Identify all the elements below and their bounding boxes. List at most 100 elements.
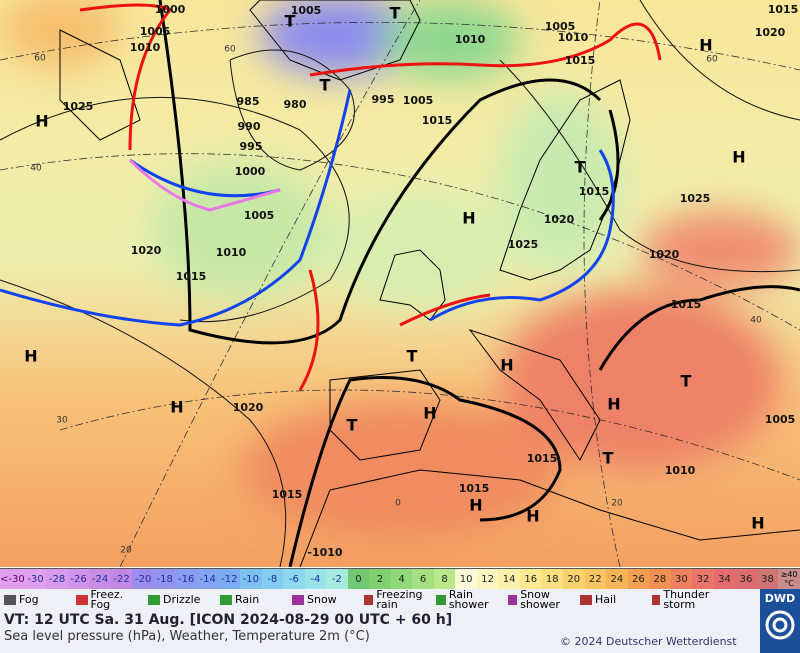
pressure-center: H bbox=[699, 36, 712, 55]
isobar-label: 1020 bbox=[649, 248, 680, 261]
isobar-label: 1015 bbox=[768, 3, 799, 16]
footer: VT: 12 UTC Sa. 31 Aug. [ICON 2024-08-29 … bbox=[0, 611, 760, 653]
isobar-label: 990 bbox=[238, 120, 261, 133]
scale-high: ≥40 °C bbox=[778, 569, 800, 589]
scale-cell: -24 bbox=[89, 569, 111, 589]
scale-cell: 36 bbox=[735, 569, 757, 589]
legend-icon bbox=[436, 595, 446, 605]
legend-label: Hail bbox=[595, 593, 617, 606]
copyright: © 2024 Deutscher Wetterdienst bbox=[560, 635, 737, 648]
isobar-label: 1015 bbox=[176, 270, 207, 283]
scale-cell: -26 bbox=[67, 569, 90, 589]
legend-icon bbox=[76, 595, 88, 605]
legend-item: Freez. Fog bbox=[72, 589, 144, 611]
isobar-label: 1020 bbox=[755, 26, 786, 39]
isobar-label: 1010 bbox=[455, 33, 486, 46]
scale-cell: -20 bbox=[132, 569, 154, 589]
scale-low: <-30 bbox=[0, 569, 25, 589]
pressure-center: T bbox=[285, 12, 296, 31]
isobar-label: 1015 bbox=[579, 185, 610, 198]
scale-cell: -18 bbox=[153, 569, 176, 589]
legend-item: Snow bbox=[288, 589, 360, 611]
legend-item: Thunder storm bbox=[648, 589, 720, 611]
scale-cell: -12 bbox=[218, 569, 241, 589]
isobar-label: 1015 bbox=[527, 452, 558, 465]
scale-cell: 26 bbox=[627, 569, 650, 589]
pressure-center: H bbox=[500, 356, 513, 375]
legend-item: Snow shower bbox=[504, 589, 576, 611]
isobar-label: 1015 bbox=[671, 298, 702, 311]
legend-icon bbox=[652, 595, 661, 605]
description: Sea level pressure (hPa), Weather, Tempe… bbox=[4, 629, 370, 644]
legend-icon bbox=[292, 595, 304, 605]
grid-label: 60 bbox=[706, 55, 718, 65]
scale-cell: -30 bbox=[24, 569, 47, 589]
legend-label: Freezing rain bbox=[376, 588, 423, 611]
isobar-label: 1010 bbox=[130, 41, 161, 54]
isobar-label: 995 bbox=[372, 93, 395, 106]
scale-cell: 16 bbox=[519, 569, 542, 589]
pressure-center: H bbox=[526, 507, 539, 526]
scale-cell: 22 bbox=[584, 569, 607, 589]
scale-cell: 32 bbox=[692, 569, 714, 589]
pressure-center: T bbox=[347, 416, 358, 435]
legend-label: Snow bbox=[307, 593, 337, 606]
isobar-label: 1005 bbox=[291, 4, 322, 17]
grid-label: 60 bbox=[224, 45, 236, 55]
legend-icon bbox=[508, 595, 518, 605]
legend-label: Thunder storm bbox=[663, 588, 710, 611]
isobar-label: 1000 bbox=[235, 165, 266, 178]
pressure-center: H bbox=[24, 347, 37, 366]
legend-label: Freez. Fog bbox=[90, 588, 124, 611]
logo: DWD bbox=[760, 589, 800, 653]
isobar-label: 1010 bbox=[216, 246, 247, 259]
pressure-center: T bbox=[390, 4, 401, 23]
scale-cell: -8 bbox=[261, 569, 284, 589]
grid-label: 20 bbox=[611, 499, 623, 509]
isobar-label: 995 bbox=[240, 140, 263, 153]
legend-icon bbox=[220, 595, 232, 605]
scale-cell: 14 bbox=[498, 569, 520, 589]
pressure-center: T bbox=[681, 372, 692, 391]
isobar-label: 1015 bbox=[422, 114, 453, 127]
scale-cell: -2 bbox=[326, 569, 348, 589]
scale-cell: -10 bbox=[240, 569, 262, 589]
isobar-label: 1020 bbox=[233, 401, 264, 414]
isobar-label: 1025 bbox=[680, 192, 711, 205]
scale-cell: 10 bbox=[455, 569, 477, 589]
legend-icon bbox=[148, 595, 160, 605]
temperature-scale: <-30 -30 -28 -26 -24 -22 -20 -18 -16 -14 -12 -10 -8-… bbox=[0, 568, 800, 590]
pressure-center: H bbox=[751, 514, 764, 533]
isobar-label: 1015 bbox=[565, 54, 596, 67]
scale-cell: 24 bbox=[606, 569, 628, 589]
scale-cell: 0 bbox=[347, 569, 370, 589]
isobar-label: 1020 bbox=[544, 213, 575, 226]
valid-time: VT: 12 UTC Sa. 31 Aug. [ICON 2024-08-29 … bbox=[4, 612, 453, 628]
weather-map: 1000100510101025100510101005101010151015… bbox=[0, 0, 800, 567]
pressure-center: H bbox=[732, 148, 745, 167]
isobar-label: 1005 bbox=[244, 209, 275, 222]
grid-label: 0 bbox=[395, 499, 401, 509]
pressure-center: H bbox=[462, 209, 475, 228]
legend-icon bbox=[4, 595, 16, 605]
scale-cell: 34 bbox=[713, 569, 736, 589]
legend-item: Drizzle bbox=[144, 589, 216, 611]
legend-icon bbox=[364, 595, 374, 605]
scale-cell: -16 bbox=[175, 569, 197, 589]
scale-cell: 12 bbox=[476, 569, 499, 589]
pressure-center: T bbox=[575, 158, 586, 177]
logo-text: DWD bbox=[764, 592, 796, 605]
pressure-center: T bbox=[407, 347, 418, 366]
isobar-label: 1005 bbox=[545, 20, 576, 33]
legend-icon bbox=[580, 595, 592, 605]
isobar-label: 1010 bbox=[558, 31, 589, 44]
scale-cell: 30 bbox=[670, 569, 693, 589]
weather-legend: Fog Freez. Fog Drizzle Rain Snow Freezing rai… bbox=[0, 589, 760, 611]
pressure-center: H bbox=[423, 404, 436, 423]
isobar-label: 1020 bbox=[131, 244, 162, 257]
scale-cell: 38 bbox=[756, 569, 779, 589]
isobar-label: 1025 bbox=[63, 100, 94, 113]
grid-label: 40 bbox=[30, 164, 42, 174]
scale-cell: 6 bbox=[412, 569, 434, 589]
